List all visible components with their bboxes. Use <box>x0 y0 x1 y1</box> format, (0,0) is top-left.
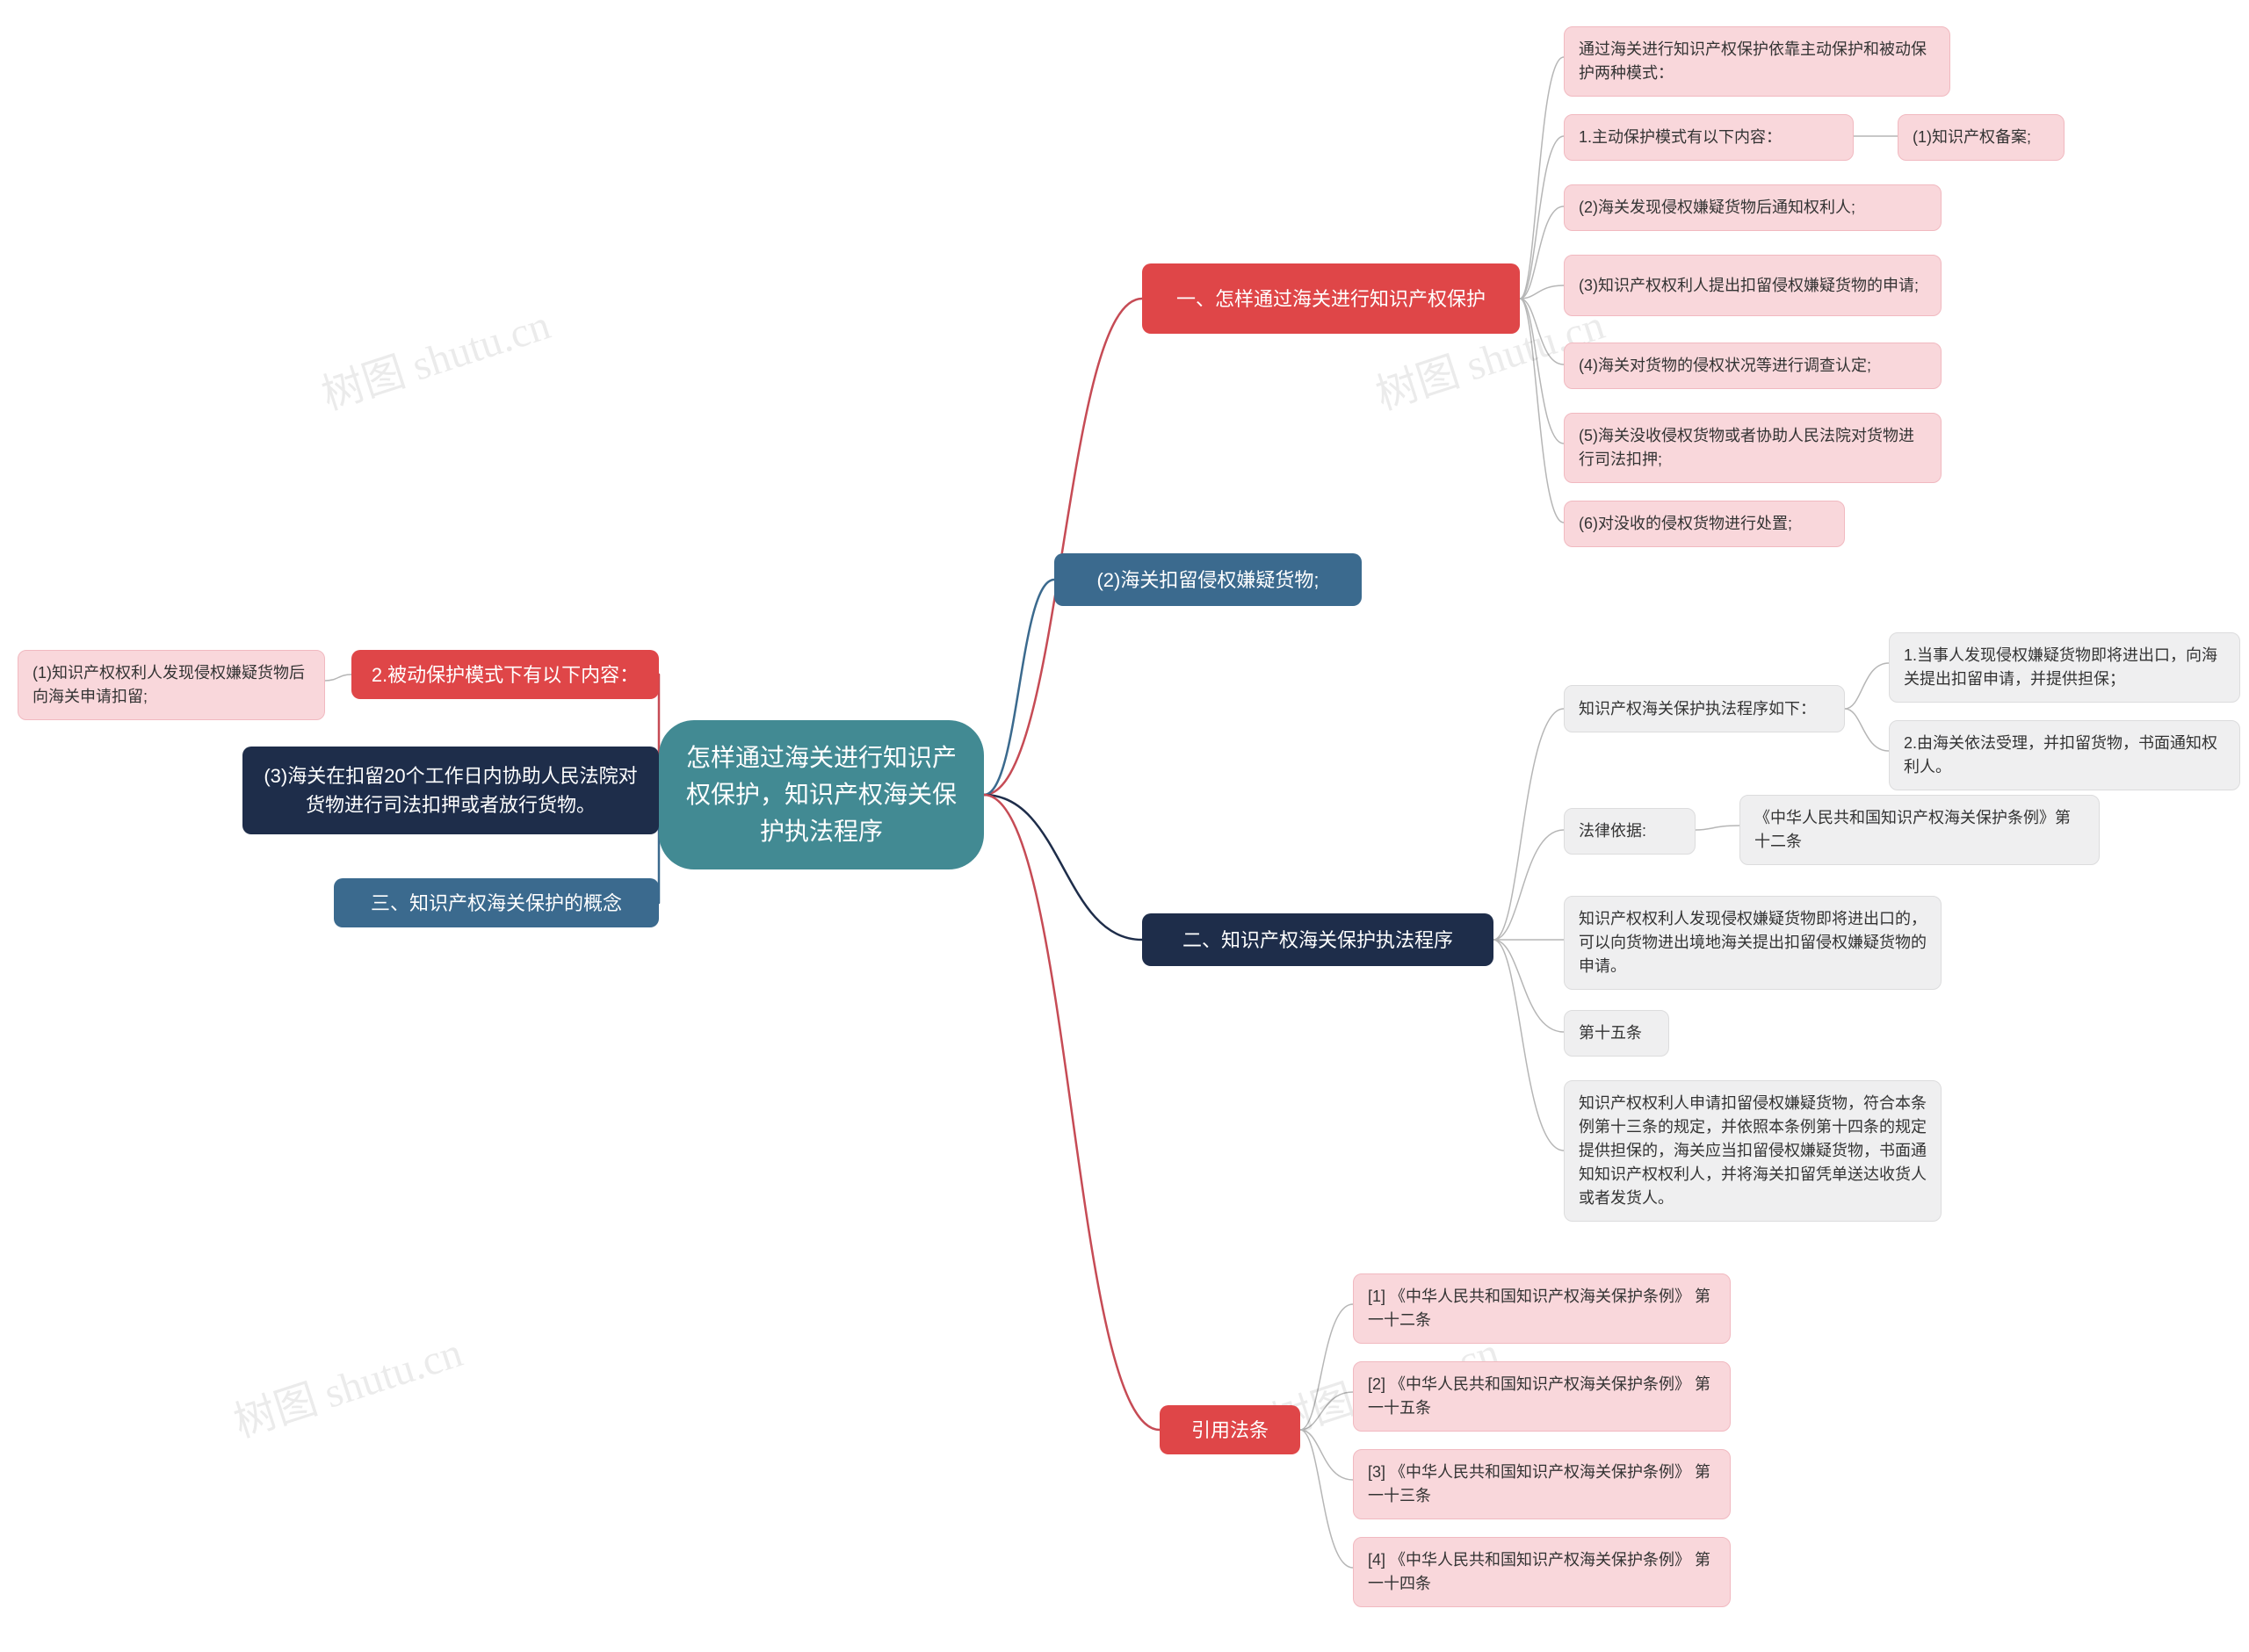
leaf-node-label: (1)知识产权权利人发现侵权嫌疑货物后向海关申请扣留; <box>33 661 310 709</box>
branch-node-label: 二、知识产权海关保护执法程序 <box>1182 926 1453 955</box>
branch-node-label: (3)海关在扣留20个工作日内协助人民法院对货物进行司法扣押或者放行货物。 <box>257 761 645 819</box>
mindmap-leaf-node[interactable]: 法律依据: <box>1564 808 1696 855</box>
mindmap-leaf-node[interactable]: (6)对没收的侵权货物进行处置; <box>1564 501 1845 547</box>
leaf-node-label: (3)知识产权权利人提出扣留侵权嫌疑货物的申请; <box>1579 274 1919 298</box>
mindmap-leaf-node[interactable]: 1.主动保护模式有以下内容： <box>1564 114 1854 161</box>
mindmap-branch-node[interactable]: (2)海关扣留侵权嫌疑货物; <box>1054 553 1362 606</box>
mindmap-leaf-node[interactable]: 2.由海关依法受理，并扣留货物，书面通知权利人。 <box>1889 720 2240 790</box>
mindmap-leaf-node[interactable]: 知识产权权利人申请扣留侵权嫌疑货物，符合本条例第十三条的规定，并依照本条例第十四… <box>1564 1080 1942 1222</box>
watermark: 树图 shutu.cn <box>313 290 557 422</box>
leaf-node-label: (5)海关没收侵权货物或者协助人民法院对货物进行司法扣押; <box>1579 424 1927 472</box>
leaf-node-label: 2.由海关依法受理，并扣留货物，书面通知权利人。 <box>1904 732 2225 779</box>
mindmap-leaf-node[interactable]: 知识产权权利人发现侵权嫌疑货物即将进出口的，可以向货物进出境地海关提出扣留侵权嫌… <box>1564 896 1942 990</box>
mindmap-center-node[interactable]: 怎样通过海关进行知识产权保护，知识产权海关保护执法程序 <box>659 720 984 869</box>
leaf-node-label: 通过海关进行知识产权保护依靠主动保护和被动保护两种模式： <box>1579 38 1935 85</box>
mindmap-branch-node[interactable]: 引用法条 <box>1160 1405 1300 1454</box>
leaf-node-label: 《中华人民共和国知识产权海关保护条例》第十二条 <box>1754 806 2085 854</box>
leaf-node-label: 知识产权海关保护执法程序如下： <box>1579 697 1816 721</box>
leaf-node-label: [3] 《中华人民共和国知识产权海关保护条例》 第一十三条 <box>1368 1461 1716 1508</box>
leaf-node-label: 法律依据: <box>1579 819 1646 843</box>
branch-node-label: (2)海关扣留侵权嫌疑货物; <box>1096 566 1319 595</box>
mindmap-leaf-node[interactable]: (3)知识产权权利人提出扣留侵权嫌疑货物的申请; <box>1564 255 1942 316</box>
mindmap-leaf-node[interactable]: 1.当事人发现侵权嫌疑货物即将进出口，向海关提出扣留申请，并提供担保； <box>1889 632 2240 703</box>
leaf-node-label: (4)海关对货物的侵权状况等进行调查认定; <box>1579 354 1871 378</box>
leaf-node-label: (1)知识产权备案; <box>1913 126 2031 149</box>
branch-node-label: 三、知识产权海关保护的概念 <box>371 889 622 918</box>
mindmap-leaf-node[interactable]: (4)海关对货物的侵权状况等进行调查认定; <box>1564 343 1942 389</box>
branch-node-label: 引用法条 <box>1191 1416 1269 1445</box>
mindmap-leaf-node[interactable]: 通过海关进行知识产权保护依靠主动保护和被动保护两种模式： <box>1564 26 1950 97</box>
leaf-node-label: (6)对没收的侵权货物进行处置; <box>1579 512 1792 536</box>
branch-node-label: 一、怎样通过海关进行知识产权保护 <box>1176 285 1486 314</box>
mindmap-branch-node[interactable]: 二、知识产权海关保护执法程序 <box>1142 913 1493 966</box>
leaf-node-label: 1.主动保护模式有以下内容： <box>1579 126 1782 149</box>
mindmap-leaf-node[interactable]: (5)海关没收侵权货物或者协助人民法院对货物进行司法扣押; <box>1564 413 1942 483</box>
leaf-node-label: [1] 《中华人民共和国知识产权海关保护条例》 第一十二条 <box>1368 1285 1716 1332</box>
mindmap-branch-node[interactable]: (3)海关在扣留20个工作日内协助人民法院对货物进行司法扣押或者放行货物。 <box>242 747 659 834</box>
leaf-node-label: [2] 《中华人民共和国知识产权海关保护条例》 第一十五条 <box>1368 1373 1716 1420</box>
center-node-label: 怎样通过海关进行知识产权保护，知识产权海关保护执法程序 <box>685 739 958 850</box>
mindmap-leaf-node[interactable]: 《中华人民共和国知识产权海关保护条例》第十二条 <box>1739 795 2100 865</box>
leaf-node-label: 知识产权权利人发现侵权嫌疑货物即将进出口的，可以向货物进出境地海关提出扣留侵权嫌… <box>1579 907 1927 978</box>
mindmap-leaf-node[interactable]: (2)海关发现侵权嫌疑货物后通知权利人; <box>1564 184 1942 231</box>
leaf-node-label: 知识产权权利人申请扣留侵权嫌疑货物，符合本条例第十三条的规定，并依照本条例第十四… <box>1579 1092 1927 1210</box>
mindmap-leaf-node[interactable]: [3] 《中华人民共和国知识产权海关保护条例》 第一十三条 <box>1353 1449 1731 1519</box>
branch-node-label: 2.被动保护模式下有以下内容： <box>372 660 639 689</box>
mindmap-leaf-node[interactable]: [1] 《中华人民共和国知识产权海关保护条例》 第一十二条 <box>1353 1273 1731 1344</box>
mindmap-branch-node[interactable]: 三、知识产权海关保护的概念 <box>334 878 659 927</box>
leaf-node-label: 1.当事人发现侵权嫌疑货物即将进出口，向海关提出扣留申请，并提供担保； <box>1904 644 2225 691</box>
mindmap-branch-node[interactable]: 2.被动保护模式下有以下内容： <box>351 650 659 699</box>
mindmap-leaf-node[interactable]: (1)知识产权备案; <box>1898 114 2065 161</box>
mindmap-leaf-node[interactable]: 第十五条 <box>1564 1010 1669 1057</box>
leaf-node-label: (2)海关发现侵权嫌疑货物后通知权利人; <box>1579 196 1855 220</box>
mindmap-leaf-node[interactable]: (1)知识产权权利人发现侵权嫌疑货物后向海关申请扣留; <box>18 650 325 720</box>
mindmap-leaf-node[interactable]: 知识产权海关保护执法程序如下： <box>1564 685 1845 732</box>
mindmap-branch-node[interactable]: 一、怎样通过海关进行知识产权保护 <box>1142 263 1520 334</box>
leaf-node-label: [4] 《中华人民共和国知识产权海关保护条例》 第一十四条 <box>1368 1548 1716 1596</box>
mindmap-leaf-node[interactable]: [2] 《中华人民共和国知识产权海关保护条例》 第一十五条 <box>1353 1361 1731 1432</box>
leaf-node-label: 第十五条 <box>1579 1021 1642 1045</box>
mindmap-leaf-node[interactable]: [4] 《中华人民共和国知识产权海关保护条例》 第一十四条 <box>1353 1537 1731 1607</box>
watermark: 树图 shutu.cn <box>225 1317 469 1449</box>
